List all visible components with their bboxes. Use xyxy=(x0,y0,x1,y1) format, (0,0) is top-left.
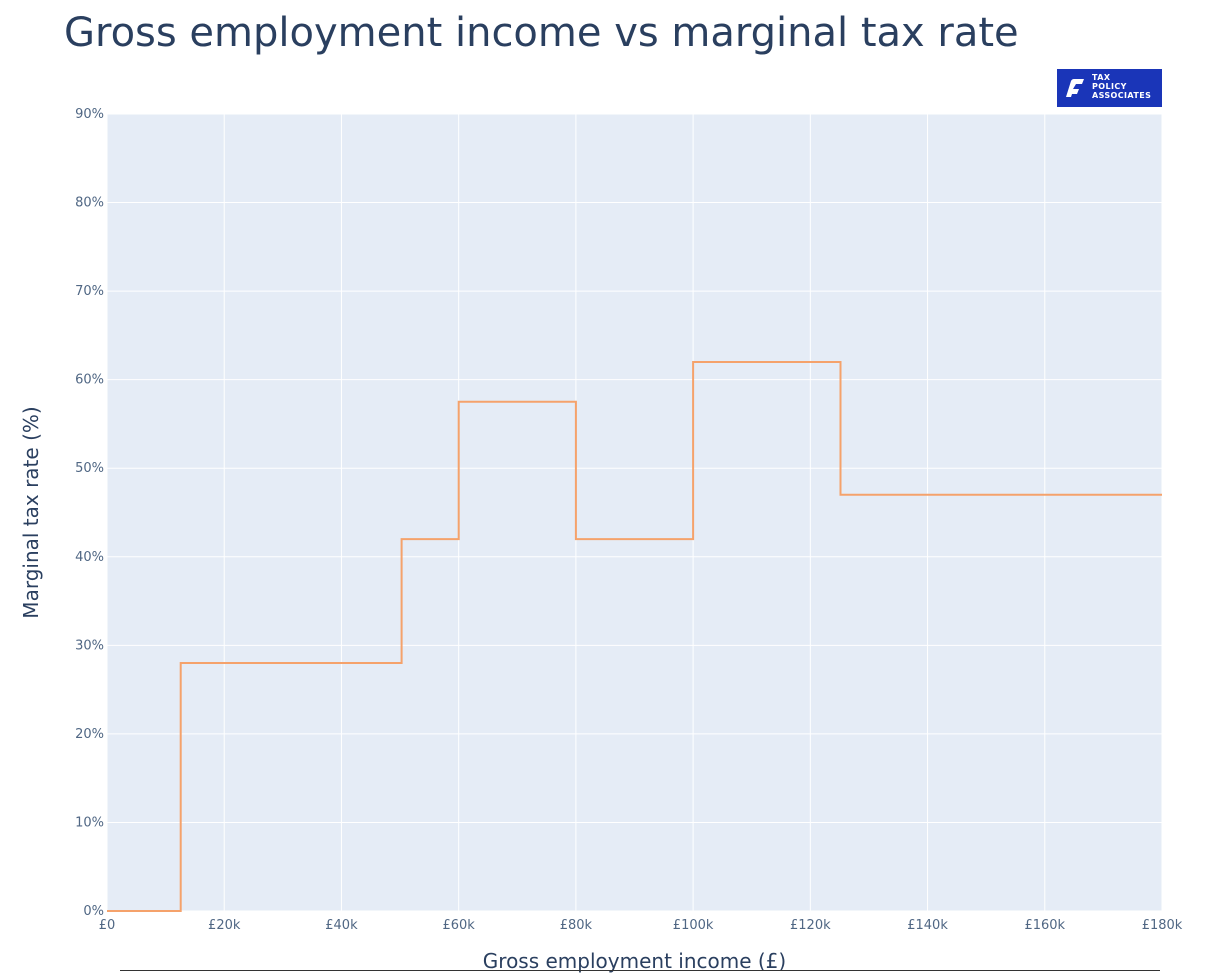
y-tick-label: 80% xyxy=(75,196,104,211)
y-tick-label: 50% xyxy=(75,461,104,476)
plot-background xyxy=(107,114,1162,911)
x-tick-label: £140k xyxy=(907,918,948,933)
chart-title: Gross employment income vs marginal tax … xyxy=(64,10,1019,56)
x-tick-label: £160k xyxy=(1024,918,1065,933)
x-tick-label: £80k xyxy=(560,918,593,933)
x-tick-label: £20k xyxy=(208,918,241,933)
series-layer xyxy=(107,361,1162,912)
x-tick-label: £100k xyxy=(673,918,714,933)
y-tick-label: 60% xyxy=(75,373,104,388)
x-tick-label: £120k xyxy=(790,918,831,933)
tick-layer: £0 £20k £40k £60k £80k £100k £120k £140k £160k £1… xyxy=(75,107,1183,933)
logo-text-line-1: TAX xyxy=(1092,73,1111,82)
bottom-divider xyxy=(120,970,1160,971)
y-tick-label: 0% xyxy=(83,904,104,919)
x-tick-label: £60k xyxy=(442,918,475,933)
y-tick-label: 30% xyxy=(75,638,104,653)
logo-text-line-2: POLICY xyxy=(1092,82,1127,91)
x-tick-label: £0 xyxy=(99,918,116,933)
tax-policy-associates-logo-icon xyxy=(1066,79,1084,97)
tax-policy-associates-logo: TAX POLICY ASSOCIATES xyxy=(1057,69,1162,107)
series-line xyxy=(107,361,1162,912)
y-tick-label: 40% xyxy=(75,550,104,565)
y-tick-label: 10% xyxy=(75,815,104,830)
y-axis-title: Marginal tax rate (%) xyxy=(19,406,43,618)
logo-text-line-3: ASSOCIATES xyxy=(1092,91,1152,100)
x-axis-title: Gross employment income (£) xyxy=(483,949,786,973)
x-tick-label: £180k xyxy=(1142,918,1183,933)
y-tick-label: 20% xyxy=(75,727,104,742)
x-tick-label: £40k xyxy=(325,918,358,933)
y-tick-label: 70% xyxy=(75,284,104,299)
y-tick-label: 90% xyxy=(75,107,104,122)
